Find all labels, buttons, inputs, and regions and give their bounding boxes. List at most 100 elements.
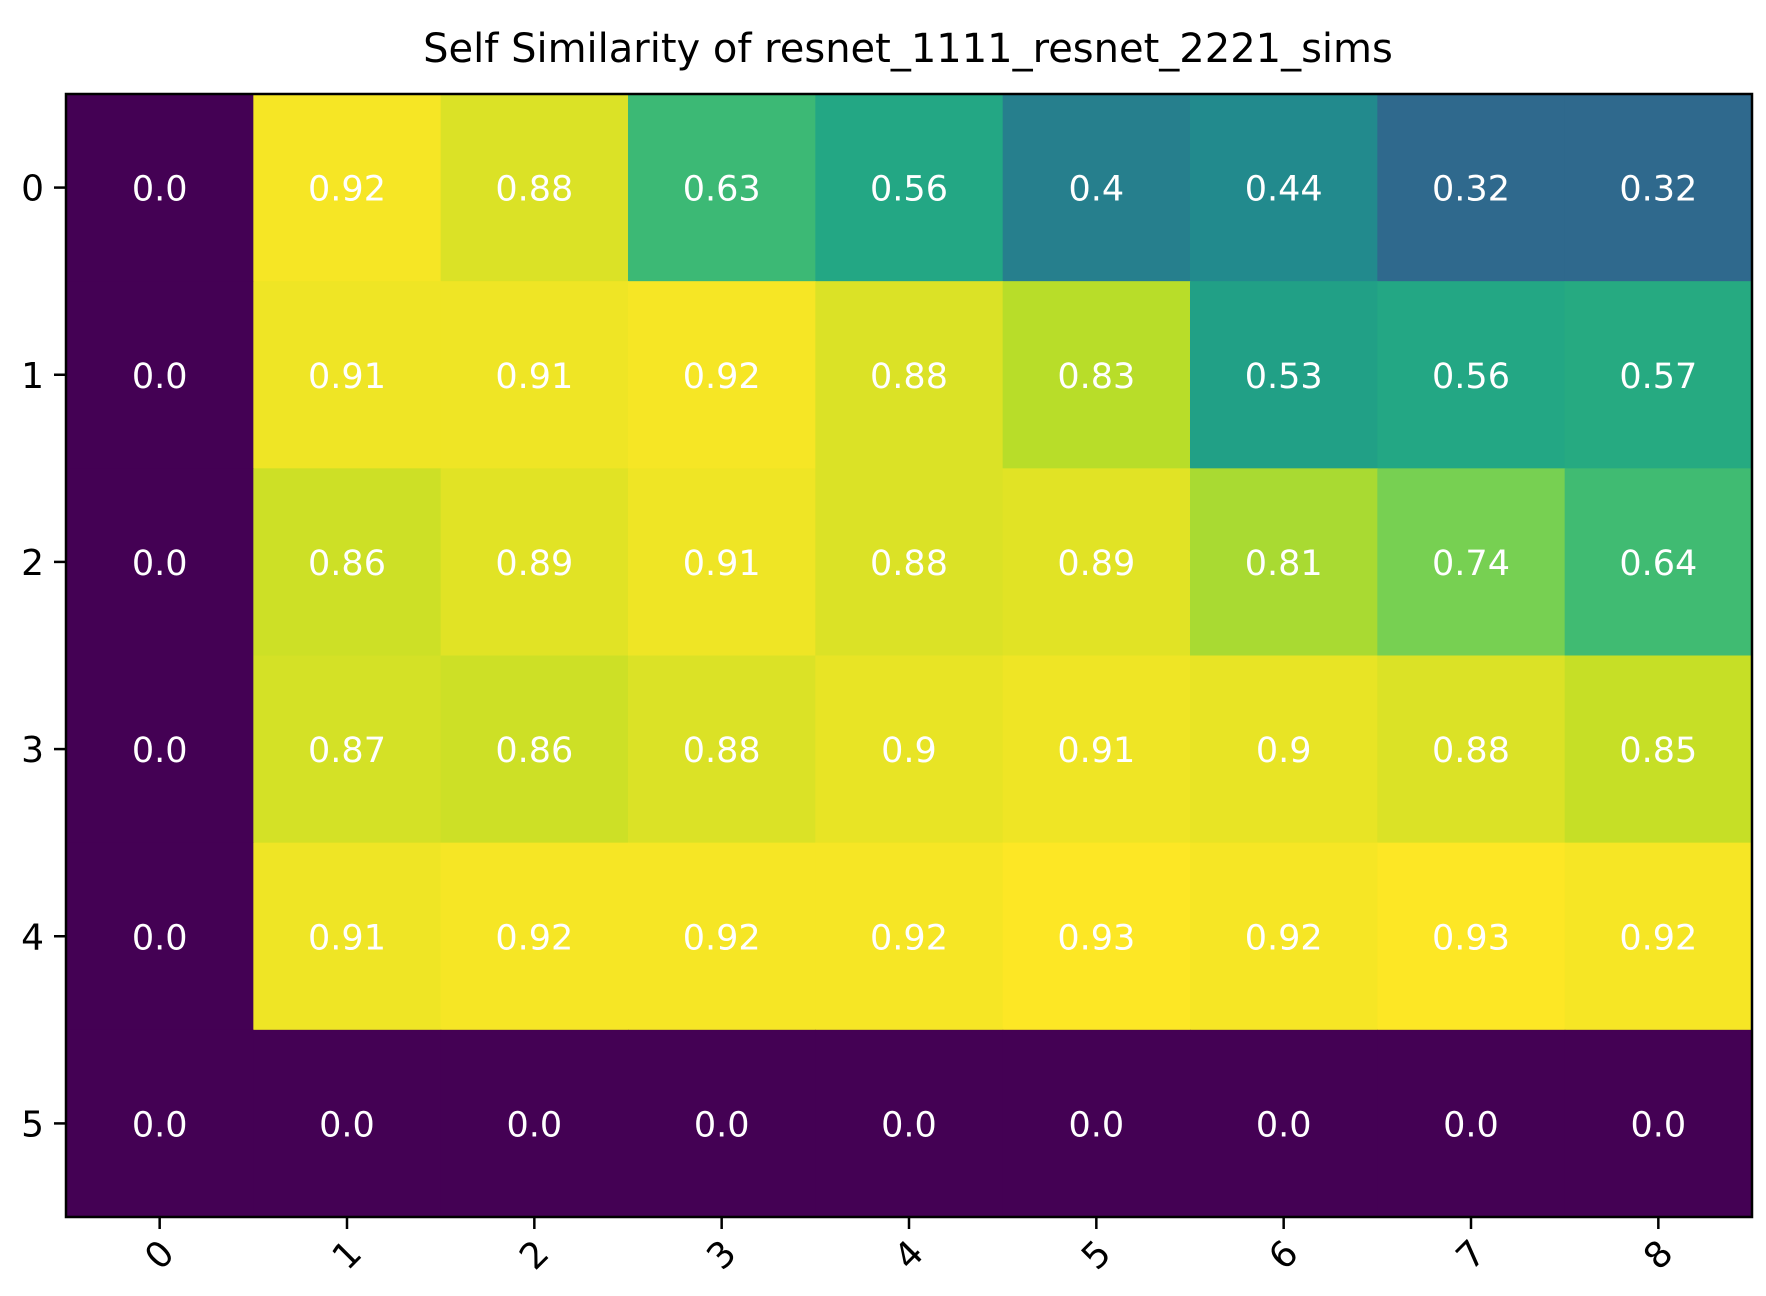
cell-label-r0-c7: 0.32 (1432, 170, 1510, 210)
heatmap-cell-r3-c4 (815, 655, 1004, 844)
cell-label-r4-c0: 0.0 (132, 918, 188, 958)
heatmap-cell-r2-c6 (1190, 468, 1378, 657)
x-tick-label-3: 3 (699, 1233, 744, 1278)
heatmap-cell-r0-c5 (1002, 94, 1191, 282)
heatmap-cell-r0-c8 (1564, 94, 1753, 282)
heatmap-cell-r1-c8 (1564, 281, 1753, 469)
cell-label-r3-c7: 0.88 (1432, 731, 1510, 771)
cell-label-r0-c5: 0.4 (1068, 170, 1124, 210)
heatmap-cell-r1-c5 (1002, 281, 1191, 469)
heatmap-cell-r5-c1 (253, 1029, 442, 1218)
cell-label-r0-c2: 0.88 (495, 170, 573, 210)
cell-label-r1-c7: 0.56 (1432, 357, 1510, 397)
cell-label-r1-c0: 0.0 (132, 357, 188, 397)
cell-label-r0-c3: 0.63 (683, 170, 761, 210)
heatmap-cell-r4-c3 (628, 842, 816, 1031)
heatmap-cell-r3-c2 (440, 655, 629, 844)
cell-label-r1-c8: 0.57 (1619, 357, 1697, 397)
cell-label-r2-c6: 0.81 (1245, 544, 1323, 584)
heatmap-cell-r2-c2 (440, 468, 629, 657)
x-tick-label-2: 2 (512, 1233, 557, 1278)
cell-label-r2-c4: 0.88 (870, 544, 948, 584)
x-tick-label-8: 8 (1636, 1233, 1681, 1278)
cell-label-r5-c1: 0.0 (319, 1105, 375, 1145)
cell-label-r2-c5: 0.89 (1057, 544, 1135, 584)
y-tick-label-3: 3 (21, 730, 44, 771)
heatmap-cell-r0-c3 (628, 94, 816, 282)
cell-label-r4-c4: 0.92 (870, 918, 948, 958)
heatmap-cell-r3-c6 (1190, 655, 1378, 844)
heatmap-cell-r3-c0 (66, 655, 254, 844)
heatmap-cell-r1-c2 (440, 281, 629, 469)
cell-label-r5-c2: 0.0 (506, 1105, 562, 1145)
heatmap-cell-r4-c8 (1564, 842, 1753, 1031)
cell-label-r5-c5: 0.0 (1068, 1105, 1124, 1145)
heatmap-cell-r4-c7 (1377, 842, 1566, 1031)
cell-label-r3-c0: 0.0 (132, 731, 188, 771)
heatmap-cell-r0-c2 (440, 94, 629, 282)
heatmap-cell-r5-c6 (1190, 1029, 1378, 1218)
x-tick-label-1: 1 (325, 1233, 370, 1278)
heatmap-cell-r5-c0 (66, 1029, 254, 1218)
heatmap-cell-r4-c0 (66, 842, 254, 1031)
heatmap-cell-r2-c1 (253, 468, 442, 657)
y-tick-label-0: 0 (21, 169, 44, 210)
heatmap-cell-r3-c1 (253, 655, 442, 844)
y-tick-label-2: 2 (21, 543, 44, 584)
cell-label-r3-c8: 0.85 (1619, 731, 1697, 771)
heatmap-cell-r2-c5 (1002, 468, 1191, 657)
y-tick-label-5: 5 (21, 1104, 44, 1145)
heatmap-cell-r5-c7 (1377, 1029, 1566, 1218)
cell-label-r5-c7: 0.0 (1443, 1105, 1499, 1145)
cell-label-r4-c5: 0.93 (1057, 918, 1135, 958)
cell-label-r3-c2: 0.86 (495, 731, 573, 771)
heatmap-cell-r5-c3 (628, 1029, 816, 1218)
cell-label-r1-c6: 0.53 (1245, 357, 1323, 397)
heatmap-cell-r1-c1 (253, 281, 442, 469)
cell-label-r3-c3: 0.88 (683, 731, 761, 771)
heatmap-cell-r1-c6 (1190, 281, 1378, 469)
heatmap-cell-r3-c3 (628, 655, 816, 844)
heatmap-cell-r5-c8 (1564, 1029, 1753, 1218)
cell-label-r0-c8: 0.32 (1619, 170, 1697, 210)
heatmap-cell-r2-c0 (66, 468, 254, 657)
cell-label-r2-c3: 0.91 (683, 544, 761, 584)
cell-label-r1-c4: 0.88 (870, 357, 948, 397)
heatmap-cell-r2-c7 (1377, 468, 1566, 657)
y-tick-label-1: 1 (21, 356, 44, 397)
x-tick-label-5: 5 (1074, 1233, 1119, 1278)
cell-label-r2-c1: 0.86 (308, 544, 386, 584)
cell-label-r0-c6: 0.44 (1245, 170, 1323, 210)
heatmap-cell-labels: 0.0 0.92 0.88 0.63 0.56 0.4 0.44 0.32 0.32 0.0 0.9… (132, 170, 1697, 1146)
cell-label-r4-c7: 0.93 (1432, 918, 1510, 958)
heatmap-cell-r1-c7 (1377, 281, 1566, 469)
cell-label-r2-c2: 0.89 (495, 544, 573, 584)
cell-label-r4-c3: 0.92 (683, 918, 761, 958)
heatmap-cell-r5-c2 (440, 1029, 629, 1218)
cell-label-r4-c2: 0.92 (495, 918, 573, 958)
cell-label-r3-c1: 0.87 (308, 731, 386, 771)
cell-label-r1-c1: 0.91 (308, 357, 386, 397)
cell-label-r1-c2: 0.91 (495, 357, 573, 397)
cell-label-r5-c8: 0.0 (1630, 1105, 1686, 1145)
cell-label-r1-c5: 0.83 (1057, 357, 1135, 397)
cell-label-r5-c3: 0.0 (694, 1105, 750, 1145)
cell-label-r5-c4: 0.0 (881, 1105, 937, 1145)
heatmap-cell-r4-c1 (253, 842, 442, 1031)
cell-label-r3-c5: 0.91 (1057, 731, 1135, 771)
y-tick-label-4: 4 (21, 917, 44, 958)
heatmap-cell-r4-c6 (1190, 842, 1378, 1031)
cell-label-r4-c1: 0.91 (308, 918, 386, 958)
heatmap-cell-r1-c3 (628, 281, 816, 469)
heatmap-cell-r2-c3 (628, 468, 816, 657)
heatmap-cell-r2-c4 (815, 468, 1004, 657)
cell-label-r0-c0: 0.0 (132, 170, 188, 210)
cell-label-r1-c3: 0.92 (683, 357, 761, 397)
heatmap-cell-r0-c6 (1190, 94, 1378, 282)
heatmap-cells (66, 94, 1753, 1218)
cell-label-r2-c7: 0.74 (1432, 544, 1510, 584)
heatmap-cell-r3-c7 (1377, 655, 1566, 844)
heatmap-cell-r1-c4 (815, 281, 1004, 469)
